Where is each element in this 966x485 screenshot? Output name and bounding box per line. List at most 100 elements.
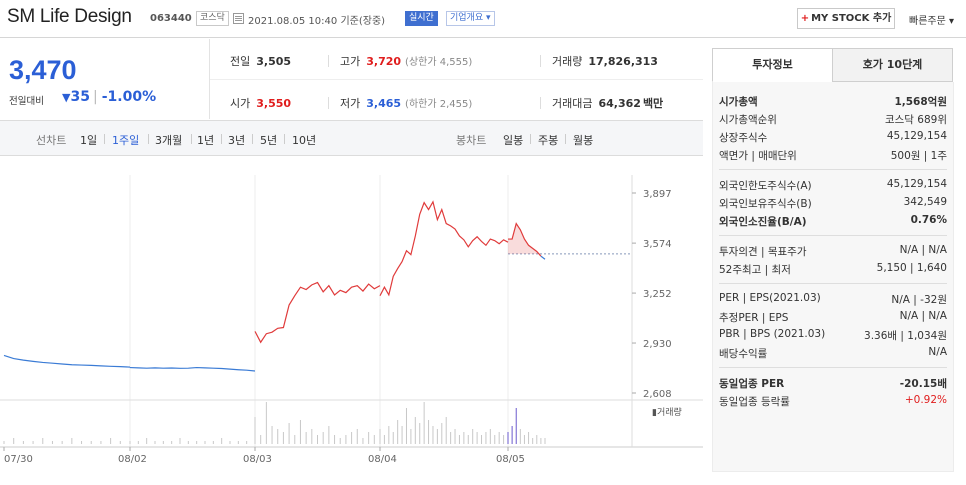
market-cap-row: 시가총액순위 코스닥 689위 — [719, 112, 947, 127]
trade-amount: 거래대금 64,362 백만 — [552, 97, 664, 110]
quick-order-button[interactable]: 빠른주문 ▾ — [909, 16, 955, 27]
info-label: 동일업종 PER — [719, 378, 785, 390]
info-value: 45,129,154 — [886, 130, 947, 142]
price-line-07/30 — [3, 354, 131, 368]
foreign-holding-row: 외국인한도주식수(A) 45,129,154 — [719, 178, 947, 193]
plus-icon: + — [800, 13, 810, 24]
line-chart-label: 선차트 — [36, 134, 67, 147]
info-value: -20.15배 — [899, 378, 947, 390]
gain-area — [508, 223, 545, 254]
x-tick-label: 08/04 — [368, 454, 397, 465]
chevron-down-icon: ▾ — [949, 16, 955, 27]
quote-grid: 전일 3,505 고가 3,720 (상한가 4,555) 거래량 17,826,313… — [210, 39, 703, 119]
x-tick-label: 08/05 — [496, 454, 525, 465]
open-price: 시가 3,550 — [230, 97, 292, 110]
company-name: SM Life Design — [7, 6, 132, 27]
info-label: 투자의견 | 목표주가 — [719, 246, 807, 258]
price-line-08/02 — [129, 366, 256, 372]
period-3m[interactable]: 3개월 — [155, 134, 183, 147]
realtime-badge[interactable]: 실시간 — [405, 11, 438, 26]
candle-monthly[interactable]: 월봉 — [573, 134, 594, 147]
calendar-icon — [233, 13, 244, 24]
down-triangle-icon: ▼ — [62, 91, 71, 104]
industry-row: 동일업종 PER -20.15배 — [719, 376, 947, 391]
price-line-08/05 — [508, 222, 542, 257]
info-value: 500원 | 1주 — [890, 150, 947, 162]
market-badge: 코스닥 — [196, 11, 229, 26]
analyst-row: 투자의견 | 목표주가 N/A | N/A — [719, 244, 947, 259]
period-1y[interactable]: 1년 — [197, 134, 215, 147]
y-tick-label: 2,608 — [643, 389, 672, 400]
info-label: 추정PER | EPS — [719, 312, 789, 324]
candle-chart-label: 봉차트 — [456, 134, 487, 147]
stock-code: 063440 — [150, 13, 192, 24]
foreign-holding-row: 외국인소진율(B/A) 0.76% — [719, 214, 947, 229]
candle-weekly[interactable]: 주봉 — [538, 134, 559, 147]
info-value: 1,568억원 — [894, 96, 947, 108]
info-label: 외국인한도주식수(A) — [719, 180, 812, 192]
stock-header: SM Life Design 063440 코스닥 2021.08.05 10:… — [0, 0, 966, 38]
info-value: N/A | -32원 — [891, 294, 947, 306]
valuation-row: PER | EPS(2021.03) N/A | -32원 — [719, 292, 947, 306]
info-value: N/A | N/A — [899, 310, 947, 322]
high-price: 고가 3,720 (상한가 4,555) — [340, 55, 473, 68]
info-label: 시가총액 — [719, 96, 758, 108]
period-10y[interactable]: 10년 — [292, 134, 317, 147]
market-cap-row: 상장주식수 45,129,154 — [719, 130, 947, 145]
corp-info-button[interactable]: 기업개요 ▾ — [446, 11, 495, 26]
info-label: 외국인보유주식수(B) — [719, 198, 812, 210]
foreign-holding-row: 외국인보유주식수(B) 342,549 — [719, 196, 947, 211]
period-1w[interactable]: 1주일 — [112, 134, 140, 147]
info-value: N/A | N/A — [899, 244, 947, 256]
info-value: 코스닥 689위 — [884, 114, 947, 126]
period-5y[interactable]: 5년 — [260, 134, 278, 147]
period-3y[interactable]: 3년 — [228, 134, 246, 147]
prev-close: 전일 3,505 — [230, 55, 292, 68]
section-divider — [719, 235, 947, 236]
valuation-row: 추정PER | EPS N/A | N/A — [719, 310, 947, 325]
tab-invest-info[interactable]: 투자정보 — [712, 48, 833, 82]
section-divider — [719, 283, 947, 284]
info-label: PBR | BPS (2021.03) — [719, 328, 826, 340]
section-divider — [719, 169, 947, 170]
quote-datetime: 2021.08.05 10:40 기준(장중) — [248, 16, 386, 27]
info-label: 배당수익률 — [719, 348, 768, 360]
tab-order-book[interactable]: 호가 10단계 — [832, 48, 953, 82]
add-my-stock-button[interactable]: + MY STOCK 추가 — [797, 8, 895, 29]
price-line-08/03 — [254, 281, 381, 344]
info-label: PER | EPS(2021.03) — [719, 292, 821, 304]
candle-daily[interactable]: 일봉 — [503, 134, 524, 147]
market-cap-row: 액면가 | 매매단위 500원 | 1주 — [719, 148, 947, 163]
info-value: 45,129,154 — [886, 178, 947, 190]
info-value: 3.36배 | 1,034원 — [864, 330, 947, 342]
current-price: 3,470 — [9, 55, 77, 85]
change-percent: | -1.00% — [93, 89, 157, 105]
x-tick-label: 07/30 — [4, 454, 33, 465]
valuation-row: 배당수익률 N/A — [719, 346, 947, 361]
price-chart[interactable]: 3,897 3,574 3,252 2,930 2,608 07/30 08/02 08/03… — [0, 157, 703, 485]
y-tick-label: 2,930 — [643, 339, 672, 350]
period-selector: 선차트 1일 1주일 3개월 1년 3년 5년 10년 봉차트 일봉 주봉 월봉 — [0, 120, 703, 156]
trade-volume: 거래량 17,826,313 — [552, 55, 658, 68]
volume-legend: ▮거래량 — [652, 406, 682, 418]
info-label: 외국인소진율(B/A) — [719, 216, 807, 228]
chevron-down-icon: ▾ — [486, 13, 491, 23]
info-label: 액면가 | 매매단위 — [719, 150, 797, 162]
change-label: 전일대비 — [9, 96, 44, 107]
info-label: 52주최고 | 최저 — [719, 264, 791, 276]
price-change: ▼35 — [62, 89, 90, 105]
price-line-tail — [540, 255, 546, 260]
y-tick-label: 3,897 — [643, 189, 672, 200]
low-price: 저가 3,465 (하한가 2,455) — [340, 97, 473, 110]
x-tick-label: 08/03 — [243, 454, 272, 465]
info-value: +0.92% — [904, 394, 947, 406]
info-label: 동일업종 등락률 — [719, 396, 790, 408]
info-value: 0.76% — [910, 214, 947, 226]
info-label: 상장주식수 — [719, 132, 768, 144]
price-line-08/04 — [379, 200, 509, 297]
valuation-row: PBR | BPS (2021.03) 3.36배 | 1,034원 — [719, 328, 947, 342]
y-tick-label: 3,574 — [643, 239, 672, 250]
period-1d[interactable]: 1일 — [80, 134, 98, 147]
price-summary: 3,470 전일대비 ▼35 | -1.00% — [0, 39, 210, 119]
